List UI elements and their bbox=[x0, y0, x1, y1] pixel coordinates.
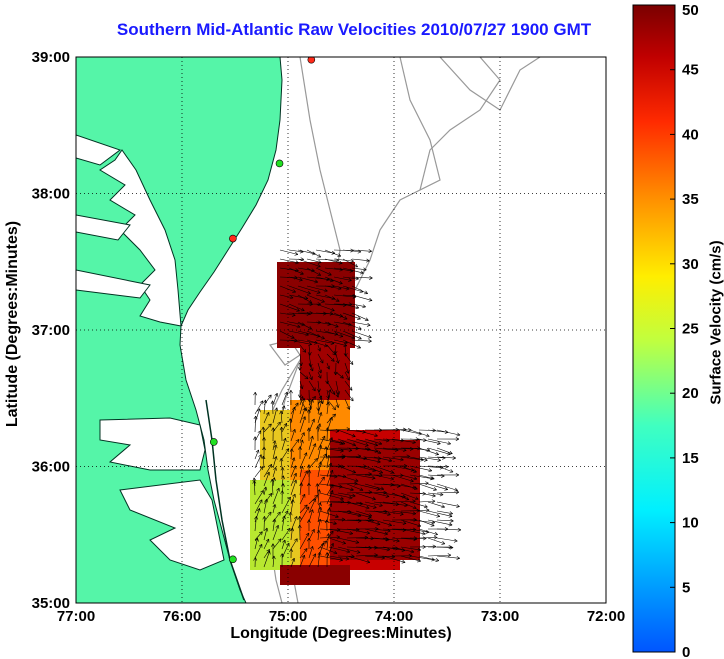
y-axis-label: Latitude (Degrees:Minutes) bbox=[4, 220, 21, 428]
x-tick-label: 72:00 bbox=[587, 608, 625, 625]
colorbar-tick-label: 20 bbox=[682, 385, 699, 402]
station-marker bbox=[229, 234, 237, 243]
colorbar-label: Surface Velocity (cm/s) bbox=[707, 240, 724, 405]
colorbar-tick-label: 45 bbox=[682, 62, 699, 79]
y-tick-label: 35:00 bbox=[32, 595, 70, 612]
y-tick-label: 39:00 bbox=[32, 49, 70, 66]
station-marker bbox=[229, 555, 237, 564]
x-tick-label: 77:00 bbox=[57, 608, 95, 625]
x-tick-label: 75:00 bbox=[269, 608, 307, 625]
x-tick-label: 76:00 bbox=[163, 608, 201, 625]
colorbar-tick-label: 10 bbox=[682, 515, 699, 532]
colorbar bbox=[632, 4, 676, 653]
y-tick-label: 37:00 bbox=[32, 322, 70, 339]
x-axis-label: Longitude (Degrees:Minutes) bbox=[230, 625, 452, 642]
x-tick-label: 74:00 bbox=[375, 608, 413, 625]
bay-water bbox=[99, 149, 182, 327]
velocity-field bbox=[250, 248, 462, 585]
x-tick-label: 73:00 bbox=[481, 608, 519, 625]
colorbar-tick-label: 15 bbox=[682, 450, 699, 467]
colorbar-tick-label: 30 bbox=[682, 256, 699, 273]
y-tick-label: 38:00 bbox=[32, 186, 70, 203]
colorbar-tick-label: 25 bbox=[682, 321, 699, 338]
sound-water bbox=[99, 417, 206, 471]
station-marker bbox=[307, 57, 316, 64]
map-title: Southern Mid-Atlantic Raw Velocities 201… bbox=[116, 20, 592, 39]
colorbar-tick-label: 50 bbox=[682, 2, 699, 19]
station-marker bbox=[210, 438, 218, 446]
colorbar-tick-label: 0 bbox=[682, 644, 690, 659]
station-marker bbox=[275, 159, 284, 168]
colorbar-tick-label: 5 bbox=[682, 579, 690, 596]
colorbar-tick-label: 35 bbox=[682, 191, 699, 208]
map-frame bbox=[75, 56, 607, 604]
colorbar-tick-label: 40 bbox=[682, 126, 699, 143]
y-tick-label: 36:00 bbox=[32, 459, 70, 476]
